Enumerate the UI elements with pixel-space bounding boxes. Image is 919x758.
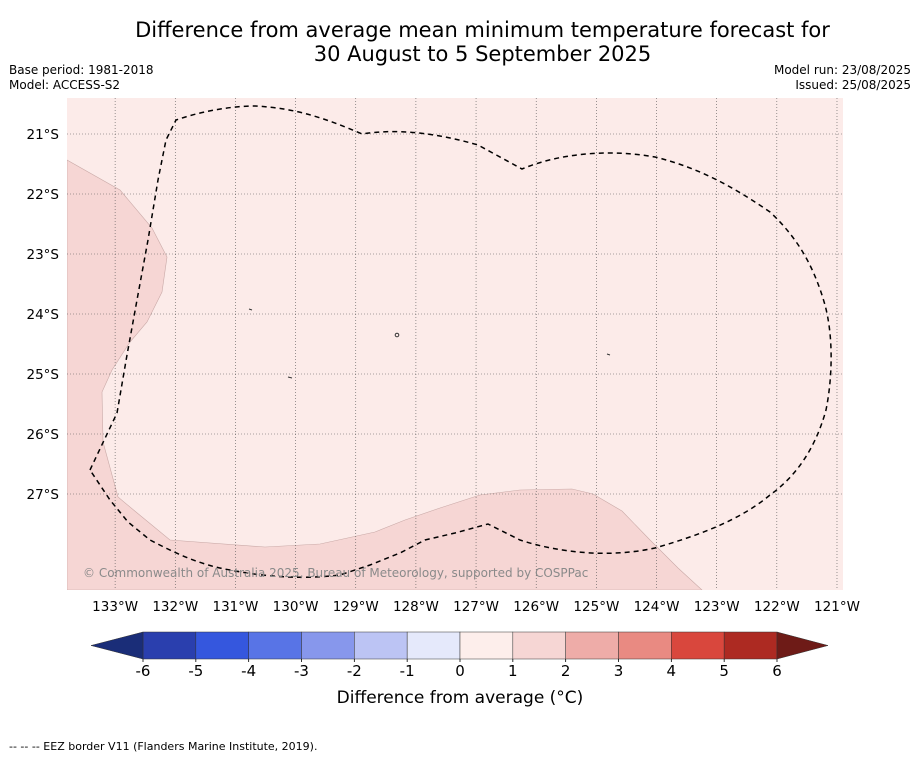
colorbar-label: -3	[294, 662, 309, 680]
colorbar-label: 3	[614, 662, 624, 680]
copyright-text: © Commonwealth of Australia 2025, Bureau…	[83, 566, 588, 580]
colorbar-label: 1	[508, 662, 518, 680]
colorbar-label: 2	[561, 662, 571, 680]
colorbar-segment	[618, 631, 672, 660]
colorbar-label: -5	[188, 662, 203, 680]
colorbar-segment	[142, 631, 197, 660]
lon-tick-label: 126°W	[513, 599, 559, 615]
colorbar-segment	[354, 631, 408, 660]
lon-tick-label: 121°W	[814, 599, 860, 615]
title-line-2: 30 August to 5 September 2025	[313, 42, 652, 66]
meta-left: Base period: 1981-2018 Model: ACCESS-S2	[9, 63, 154, 93]
colorbar-label: -6	[136, 662, 151, 680]
lon-tick-label: 133°W	[92, 599, 138, 615]
lon-tick-label: 125°W	[573, 599, 619, 615]
colorbar-over-arrow	[776, 631, 829, 660]
lon-tick-label: 124°W	[634, 599, 680, 615]
colorbar: -6 -5 -4 -3 -2 -1 0 1 2 3 4 5 6	[90, 631, 829, 680]
colorbar-label: -2	[347, 662, 362, 680]
lon-tick-label: 132°W	[152, 599, 198, 615]
lon-tick-label: 127°W	[453, 599, 499, 615]
lat-tick-label: 24°S	[27, 307, 60, 323]
colorbar-segment	[671, 631, 725, 660]
colorbar-label: 0	[455, 662, 465, 680]
lat-tick-label: 27°S	[27, 487, 60, 503]
colorbar-label: 4	[667, 662, 677, 680]
lat-tick-label: 26°S	[27, 427, 60, 443]
footer-note: -- -- -- EEZ border V11 (Flanders Marine…	[9, 740, 318, 753]
base-period: Base period: 1981-2018	[9, 63, 154, 77]
colorbar-label: -1	[400, 662, 415, 680]
colorbar-segment	[459, 631, 514, 660]
lon-tick-label: 130°W	[273, 599, 319, 615]
colorbar-label: -4	[241, 662, 256, 680]
lon-tick-label: 128°W	[393, 599, 439, 615]
colorbar-segment	[195, 631, 249, 660]
lat-tick-label: 25°S	[27, 367, 60, 383]
colorbar-label: 6	[772, 662, 782, 680]
colorbar-label: 5	[719, 662, 729, 680]
lat-tick-label: 22°S	[27, 187, 60, 203]
model-name: Model: ACCESS-S2	[9, 78, 121, 92]
meta-right: Model run: 23/08/2025 Issued: 25/08/2025	[774, 63, 911, 93]
lat-tick-label: 23°S	[27, 247, 60, 263]
lon-tick-label: 129°W	[333, 599, 379, 615]
colorbar-segment	[301, 631, 355, 660]
lat-tick-label: 21°S	[27, 127, 60, 143]
colorbar-title: Difference from average (°C)	[336, 688, 584, 708]
small-contour-marks	[248, 308, 611, 379]
title-line-1: Difference from average mean minimum tem…	[135, 18, 830, 42]
lon-tick-label: 122°W	[754, 599, 800, 615]
colorbar-segment	[512, 631, 566, 660]
issued-date: Issued: 25/08/2025	[795, 78, 911, 92]
model-run: Model run: 23/08/2025	[773, 63, 911, 77]
colorbar-segment	[406, 631, 461, 660]
lon-tick-label: 123°W	[694, 599, 740, 615]
lon-tick-label: 131°W	[212, 599, 258, 615]
colorbar-segment	[565, 631, 619, 660]
colorbar-segment	[248, 631, 302, 660]
anomaly-region-high-west	[67, 159, 703, 590]
colorbar-segment	[723, 631, 778, 660]
colorbar-under-arrow	[90, 631, 144, 660]
chart-title: Difference from average mean minimum tem…	[0, 18, 919, 66]
eez-border	[89, 105, 832, 578]
